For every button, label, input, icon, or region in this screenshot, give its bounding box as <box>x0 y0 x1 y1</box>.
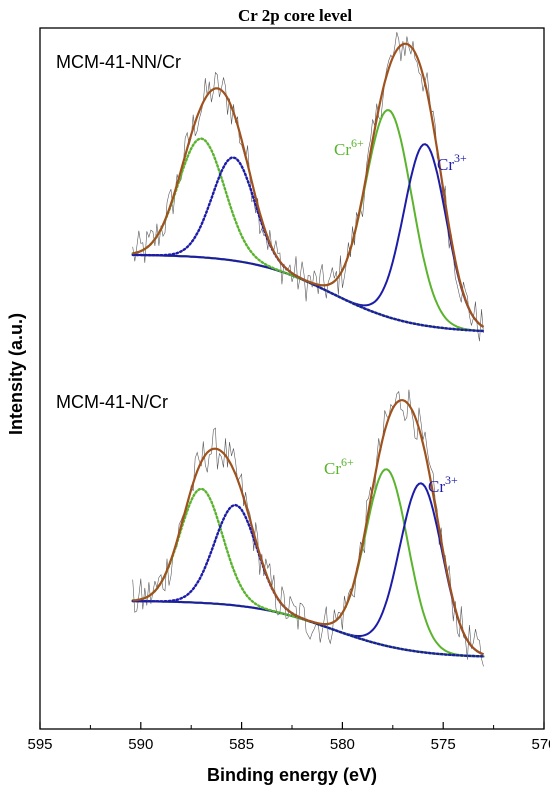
x-axis-title: Binding energy (eV) <box>207 765 377 785</box>
component-label: Cr3+ <box>437 151 467 174</box>
background-line <box>132 253 484 333</box>
raw-spectrum-line <box>132 389 484 667</box>
x-tick-label: 575 <box>431 736 456 753</box>
panel-label: MCM-41-N/Cr <box>56 392 168 412</box>
y-axis-title: Intensity (a.u.) <box>6 313 26 435</box>
component-cr3-minor-line <box>131 156 485 333</box>
background-line <box>132 600 484 658</box>
chart-title: Cr 2p core level <box>238 6 352 25</box>
component-cr3-main-line <box>132 143 485 328</box>
component-cr6-minor-line <box>131 137 485 333</box>
x-tick-label: 585 <box>229 736 254 753</box>
x-tick-label: 595 <box>27 736 52 753</box>
x-axis-tick-labels: 595 590 585 580 575 570 <box>27 736 550 753</box>
raw-spectrum-line <box>132 32 484 342</box>
x-tick-label: 570 <box>531 736 550 753</box>
panel-label: MCM-41-NN/Cr <box>56 52 181 72</box>
component-cr6-main-line <box>132 468 484 658</box>
component-label: Cr3+ <box>428 473 458 496</box>
component-label: Cr6+ <box>324 455 354 478</box>
component-cr6-main-line <box>132 109 484 332</box>
x-tick-label: 590 <box>128 736 153 753</box>
x-axis-ticks <box>39 722 545 729</box>
spectra-panels: MCM-41-NN/Cr Cr6+ Cr3+ MCM-41-N/Cr Cr6+ Cr3+ <box>56 32 485 667</box>
x-tick-label: 580 <box>330 736 355 753</box>
spectrum-panel: MCM-41-NN/Cr Cr6+ Cr3+ <box>56 32 485 342</box>
plot-frame <box>39 27 545 730</box>
envelope-fit-line <box>132 399 484 656</box>
component-label: Cr6+ <box>334 136 364 159</box>
envelope-fit-line <box>132 42 485 328</box>
spectrum-panel: MCM-41-N/Cr Cr6+ Cr3+ <box>56 389 485 667</box>
